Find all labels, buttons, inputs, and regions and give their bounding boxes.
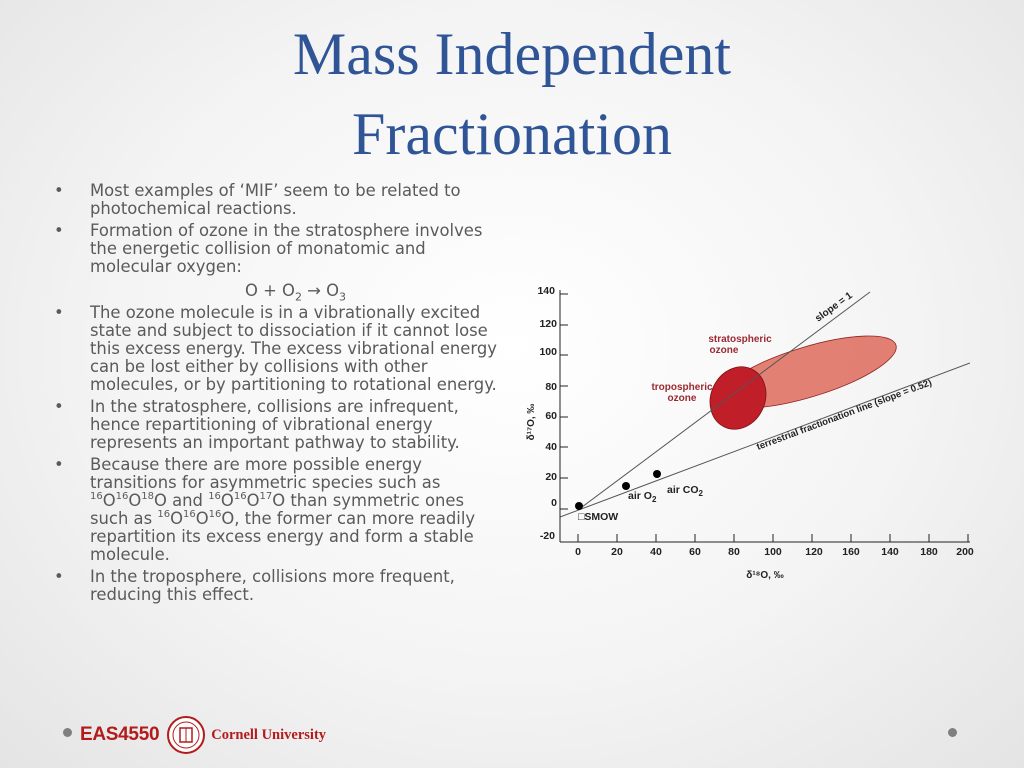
- y-tick-label: 80: [545, 381, 557, 393]
- y-tick-label: 0: [551, 497, 557, 509]
- x-tick-label: 200: [956, 546, 974, 558]
- bullet-marker: •: [54, 303, 64, 322]
- title-line-1: Mass Independent: [292, 21, 732, 87]
- university-name: Cornell University: [211, 726, 327, 743]
- bullet-text: The ozone molecule is in a vibrationally…: [90, 303, 497, 394]
- bullet-marker: •: [54, 397, 64, 416]
- y-tick-label: -20: [540, 530, 555, 542]
- y-tick-label: 100: [539, 346, 557, 358]
- footer-dot-right: [948, 728, 957, 737]
- x-tick-label: 60: [689, 546, 701, 558]
- stratospheric-label-2: ozone: [710, 345, 739, 356]
- air-o2-point: [622, 482, 630, 490]
- smow-label: □SMOW: [578, 511, 618, 523]
- cornell-seal-icon: [167, 716, 206, 754]
- y-tick-label: 20: [545, 471, 557, 483]
- x-tick-label: 80: [728, 546, 740, 558]
- y-tick-label: 40: [545, 441, 557, 453]
- smow-point: [575, 502, 583, 510]
- bullet-marker: •: [54, 221, 64, 240]
- x-tick-marks: [577, 534, 969, 542]
- slope-1-line: [577, 291, 871, 511]
- footer-logo: EAS4550 Cornell University: [80, 713, 326, 757]
- x-tick-label: 120: [805, 546, 823, 558]
- bullet-text: In the stratosphere, collisions are infr…: [90, 397, 460, 452]
- slide-title: Mass Independent Fractionation: [0, 14, 1024, 174]
- oxygen-isotope-chart: 140 120 100 80 60 40 20 0 -20 0 20 40 60…: [526, 285, 974, 581]
- bullet-item: • Formation of ozone in the stratosphere…: [46, 221, 501, 304]
- bullet-text: Formation of ozone in the stratosphere i…: [90, 221, 483, 276]
- bullet-item: • In the stratosphere, collisions are in…: [46, 398, 501, 452]
- footer-dot-left: [63, 728, 72, 737]
- bullet-marker: •: [54, 455, 64, 474]
- bullet-item: • Most examples of ‘MIF’ seem to be rela…: [46, 182, 501, 218]
- y-tick-label: 140: [537, 285, 555, 297]
- x-tick-label: 0: [575, 546, 581, 558]
- air-o2-label: air O2: [628, 490, 657, 504]
- bullet-item: • Because there are more possible energy…: [46, 456, 501, 564]
- stratospheric-label: stratospheric: [708, 334, 772, 345]
- title-line-2: Fractionation: [352, 101, 672, 167]
- bullet-marker: •: [54, 567, 64, 586]
- air-co2-label: air CO2: [667, 484, 704, 498]
- tropospheric-label-2: ozone: [668, 393, 697, 404]
- bullet-text: Most examples of ‘MIF’ seem to be relate…: [90, 181, 461, 218]
- course-code: EAS4550: [80, 724, 160, 745]
- y-tick-label: 60: [545, 410, 557, 422]
- bullet-text: Because there are more possible energy t…: [90, 455, 476, 564]
- x-tick-label: 140: [881, 546, 899, 558]
- air-co2-point: [653, 470, 661, 478]
- ozone-equation: O + O2 → O3: [244, 281, 347, 304]
- bullet-item: • In the troposphere, collisions more fr…: [46, 568, 501, 604]
- x-axis-title: δ¹⁸O, ‰: [746, 570, 783, 581]
- tropospheric-ozone-region: [709, 366, 767, 430]
- tropospheric-label: tropospheric: [651, 382, 713, 393]
- bullet-item: • The ozone molecule is in a vibrational…: [46, 304, 501, 394]
- x-tick-label: 20: [611, 546, 623, 558]
- y-tick-marks: [560, 293, 568, 510]
- bullet-text: In the troposphere, collisions more freq…: [90, 567, 455, 604]
- bullet-list: • Most examples of ‘MIF’ seem to be rela…: [46, 182, 501, 608]
- x-tick-label: 160: [842, 546, 860, 558]
- y-tick-label: 120: [539, 318, 557, 330]
- bullet-marker: •: [54, 181, 64, 200]
- y-axis-title: δ¹⁷O, ‰: [526, 404, 537, 441]
- x-tick-label: 40: [650, 546, 662, 558]
- x-tick-label: 180: [920, 546, 938, 558]
- terrestrial-fractionation-line: [560, 362, 970, 518]
- x-tick-label: 100: [764, 546, 782, 558]
